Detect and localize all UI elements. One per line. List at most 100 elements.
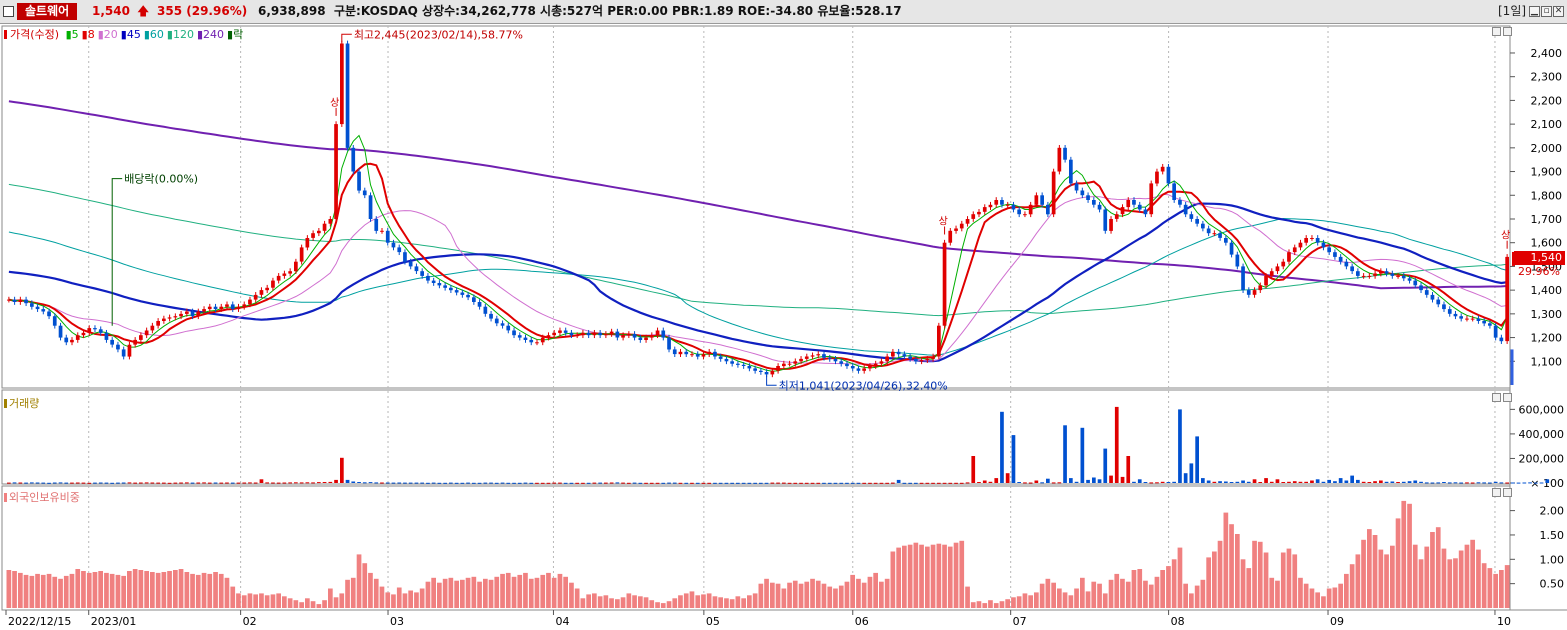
candle-body [1401,275,1406,279]
volume-bar [776,482,780,484]
volume-bar [759,482,763,484]
candle-body [839,361,844,364]
foreign-bar [1476,549,1481,608]
volume-bar [833,482,838,484]
foreign-bar [1097,583,1102,608]
volume-bar [540,482,545,484]
candle-body [213,306,218,310]
foreign-bar [1235,534,1240,608]
foreign-bar [999,601,1005,608]
candle-body [730,361,734,364]
foreign-bar [23,574,29,608]
volume-bar [1511,482,1515,484]
foreign-bar [1326,588,1332,608]
volume-bar [1229,482,1234,483]
foreign-bar [902,545,907,608]
foreign-bar [861,582,867,608]
foreign-bar [35,573,40,608]
candle-body [1384,271,1389,274]
volume-bar [494,482,499,484]
price-tick-label: 1,700 [1531,213,1563,226]
candle-body [494,318,499,324]
candle-body [1488,323,1492,326]
candle-body [902,354,907,357]
candle-body [552,332,556,336]
foreign-bar [305,598,310,608]
foreign-bar [218,573,224,608]
candle-body [517,335,522,338]
stock-name[interactable]: 솔트웨어 [17,3,78,20]
foreign-bar [1332,587,1338,608]
volume-bar [58,482,63,484]
candle-body [558,330,562,333]
ma8-line [8,162,1508,371]
candle-body [1143,209,1148,215]
volume-bar [403,482,407,484]
foreign-bar [1447,559,1453,608]
candle-body [7,299,11,301]
foreign-panel-minimize-icon[interactable] [1492,488,1501,497]
candle-body [1160,166,1165,172]
foreign-bar [92,572,98,608]
candle-body [162,318,166,321]
price-panel-close-icon[interactable] [1503,27,1512,36]
volume-bar [1252,479,1257,483]
foreign-bar [1441,548,1447,608]
foreign-bar [523,572,528,608]
x-tick-label: 05 [706,615,720,628]
foreign-bar [546,572,551,608]
minimize-icon[interactable]: ▁ [1529,6,1540,17]
foreign-bar [982,603,988,608]
foreign-bar [586,594,591,608]
volume-bar [30,482,34,484]
ma-legend-item: ▮5 [62,28,79,41]
foreign-bar [69,573,75,608]
volume-bar [236,482,241,484]
foreign-bar [747,595,752,608]
volume-bar [1304,481,1308,483]
candle-body [1419,285,1423,291]
candle-body [150,325,155,331]
foreign-bar [1039,583,1045,608]
foreign-panel-close-icon[interactable] [1503,488,1512,497]
foreign-legend: 외국인보유비중 [4,489,80,505]
price-panel-minimize-icon[interactable] [1492,27,1501,36]
x-tick-label: 02 [243,615,257,628]
foreign-bar [1464,544,1470,608]
restore-icon[interactable]: ▫ [1541,6,1552,17]
last-price-marker: 1,540 [1514,251,1565,265]
select-checkbox[interactable] [3,6,14,17]
candle-body [718,356,723,359]
candle-body [615,331,620,338]
volume-bar [1074,481,1079,483]
foreign-bar [907,544,913,608]
stock-info: 6,938,898 구분:KOSDAQ 상장수:34,262,778 시총:52… [258,3,902,20]
volume-bar [162,482,166,484]
candle-body [47,311,51,317]
volume-bar [397,482,402,484]
candle-body [271,280,275,288]
candle-body [925,358,930,361]
foreign-bar [993,603,999,608]
volume-bar [489,482,493,484]
candle-body [799,358,803,362]
foreign-bar [873,572,878,608]
volume-panel-close-icon[interactable] [1503,393,1512,402]
candle-body [12,299,17,302]
volume-bar [1258,482,1263,483]
period-selector[interactable]: [1일] [1498,4,1527,18]
candle-body [443,285,447,288]
volume-panel-minimize-icon[interactable] [1492,393,1501,402]
upper-limit-label-0: 상 [330,97,339,109]
close-icon[interactable]: ✕ [1553,6,1564,17]
volume-bar [1103,448,1108,483]
volume-bar [12,482,17,484]
foreign-bar [465,577,471,608]
foreign-bar [821,583,827,608]
candle-body [248,299,252,305]
foreign-bar [310,601,316,608]
volume-bar [891,482,895,484]
volume-bar [1287,481,1291,483]
volume-bar [850,482,855,484]
